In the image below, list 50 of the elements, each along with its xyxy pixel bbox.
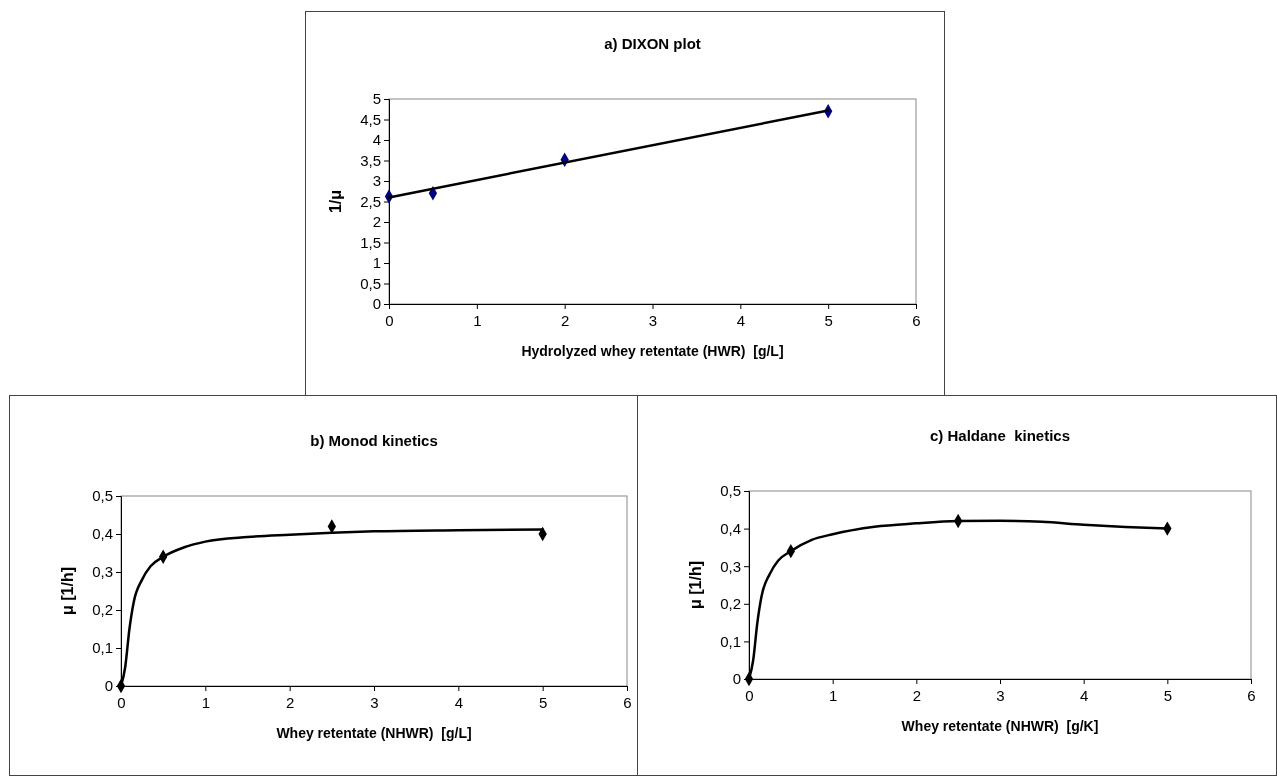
x-tick-label: 4 [454, 693, 464, 711]
x-tick-label: 5 [824, 311, 833, 329]
y-tick-label: 0 [732, 670, 741, 688]
y-tick-label: 0,4 [720, 519, 741, 537]
y-tick-label: 5 [372, 90, 381, 108]
chart-title: b) Monod kinetics [310, 432, 438, 449]
x-tick-label: 4 [1079, 686, 1089, 704]
y-tick-label: 3 [372, 172, 381, 190]
y-axis-title: 1/μ [327, 189, 344, 214]
x-tick-label: 2 [912, 686, 922, 704]
y-axis-title: μ [1/h] [687, 560, 704, 610]
x-tick-label: 5 [538, 693, 548, 711]
x-axis-title: Hydrolyzed whey retentate (HWR) [g/L] [521, 343, 784, 359]
y-tick-label: 0,4 [92, 525, 113, 543]
y-tick-label: 1 [372, 254, 381, 272]
x-tick-label: 2 [560, 311, 570, 329]
x-axis-title: Whey retentate (NHWR) [g/K] [901, 718, 1099, 734]
x-tick-label: 0 [385, 311, 394, 329]
y-tick-label: 4,5 [360, 110, 381, 128]
y-tick-label: 2 [372, 213, 381, 231]
y-tick-label: 2,5 [360, 192, 381, 210]
x-tick-label: 6 [1247, 686, 1256, 704]
x-tick-label: 0 [745, 686, 754, 704]
y-tick-label: 0,2 [720, 595, 741, 613]
chart-title: c) Haldane kinetics [929, 427, 1071, 444]
x-tick-label: 6 [623, 693, 632, 711]
x-tick-label: 0 [117, 693, 126, 711]
y-tick-label: 0,1 [92, 639, 113, 657]
x-tick-label: 1 [201, 693, 211, 711]
x-tick-label: 1 [473, 311, 482, 329]
x-tick-label: 1 [828, 686, 838, 704]
y-tick-label: 3,5 [360, 151, 381, 169]
y-tick-label: 0,5 [92, 487, 113, 505]
x-tick-label: 2 [285, 693, 295, 711]
y-tick-label: 0,3 [720, 557, 741, 575]
y-tick-label: 0,3 [92, 563, 113, 581]
y-axis-title: μ [1/h] [59, 566, 76, 616]
x-tick-label: 3 [996, 686, 1005, 704]
y-tick-label: 0 [372, 295, 381, 313]
chart-title: a) DIXON plot [604, 35, 701, 52]
y-tick-label: 1,5 [360, 233, 381, 251]
x-tick-label: 5 [1163, 686, 1173, 704]
y-tick-label: 0,2 [92, 601, 113, 619]
y-tick-label: 0,5 [360, 274, 381, 292]
y-tick-label: 0,1 [720, 632, 741, 650]
x-tick-label: 6 [912, 311, 921, 329]
y-tick-label: 0,5 [720, 482, 741, 500]
x-tick-label: 3 [648, 311, 658, 329]
y-tick-label: 4 [372, 131, 381, 149]
x-axis-title: Whey retentate (NHWR) [g/L] [276, 725, 472, 741]
